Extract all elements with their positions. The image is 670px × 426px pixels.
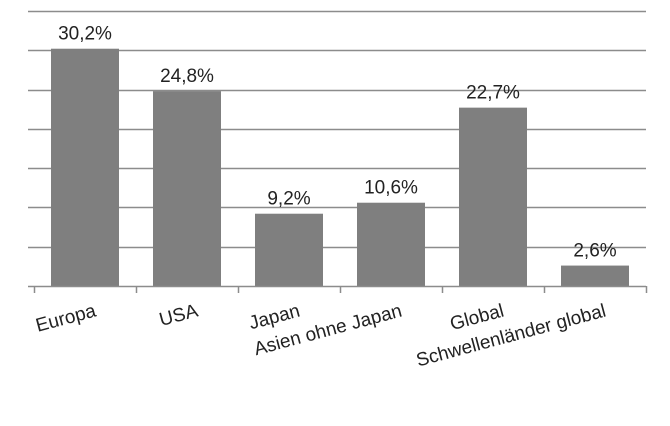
data-label: 30,2%	[58, 24, 112, 45]
bar	[459, 107, 527, 287]
gridlines	[28, 10, 648, 293]
data-label: 10,6%	[364, 178, 418, 199]
bar	[255, 213, 323, 286]
data-label: 22,7%	[466, 83, 520, 104]
data-label: 24,8%	[160, 66, 214, 87]
data-label: 2,6%	[573, 241, 616, 262]
bar	[357, 202, 425, 286]
category-label: Schwellenländer global	[414, 301, 608, 372]
bar	[153, 91, 221, 287]
bar	[51, 48, 119, 286]
data-label: 9,2%	[267, 189, 310, 210]
data-labels: 30,2% 24,8% 9,2% 10,6% 22,7% 2,6%	[58, 24, 617, 262]
category-label: USA	[157, 300, 200, 330]
category-label: Europa	[34, 300, 99, 336]
bar	[561, 265, 629, 286]
bars	[51, 48, 629, 287]
